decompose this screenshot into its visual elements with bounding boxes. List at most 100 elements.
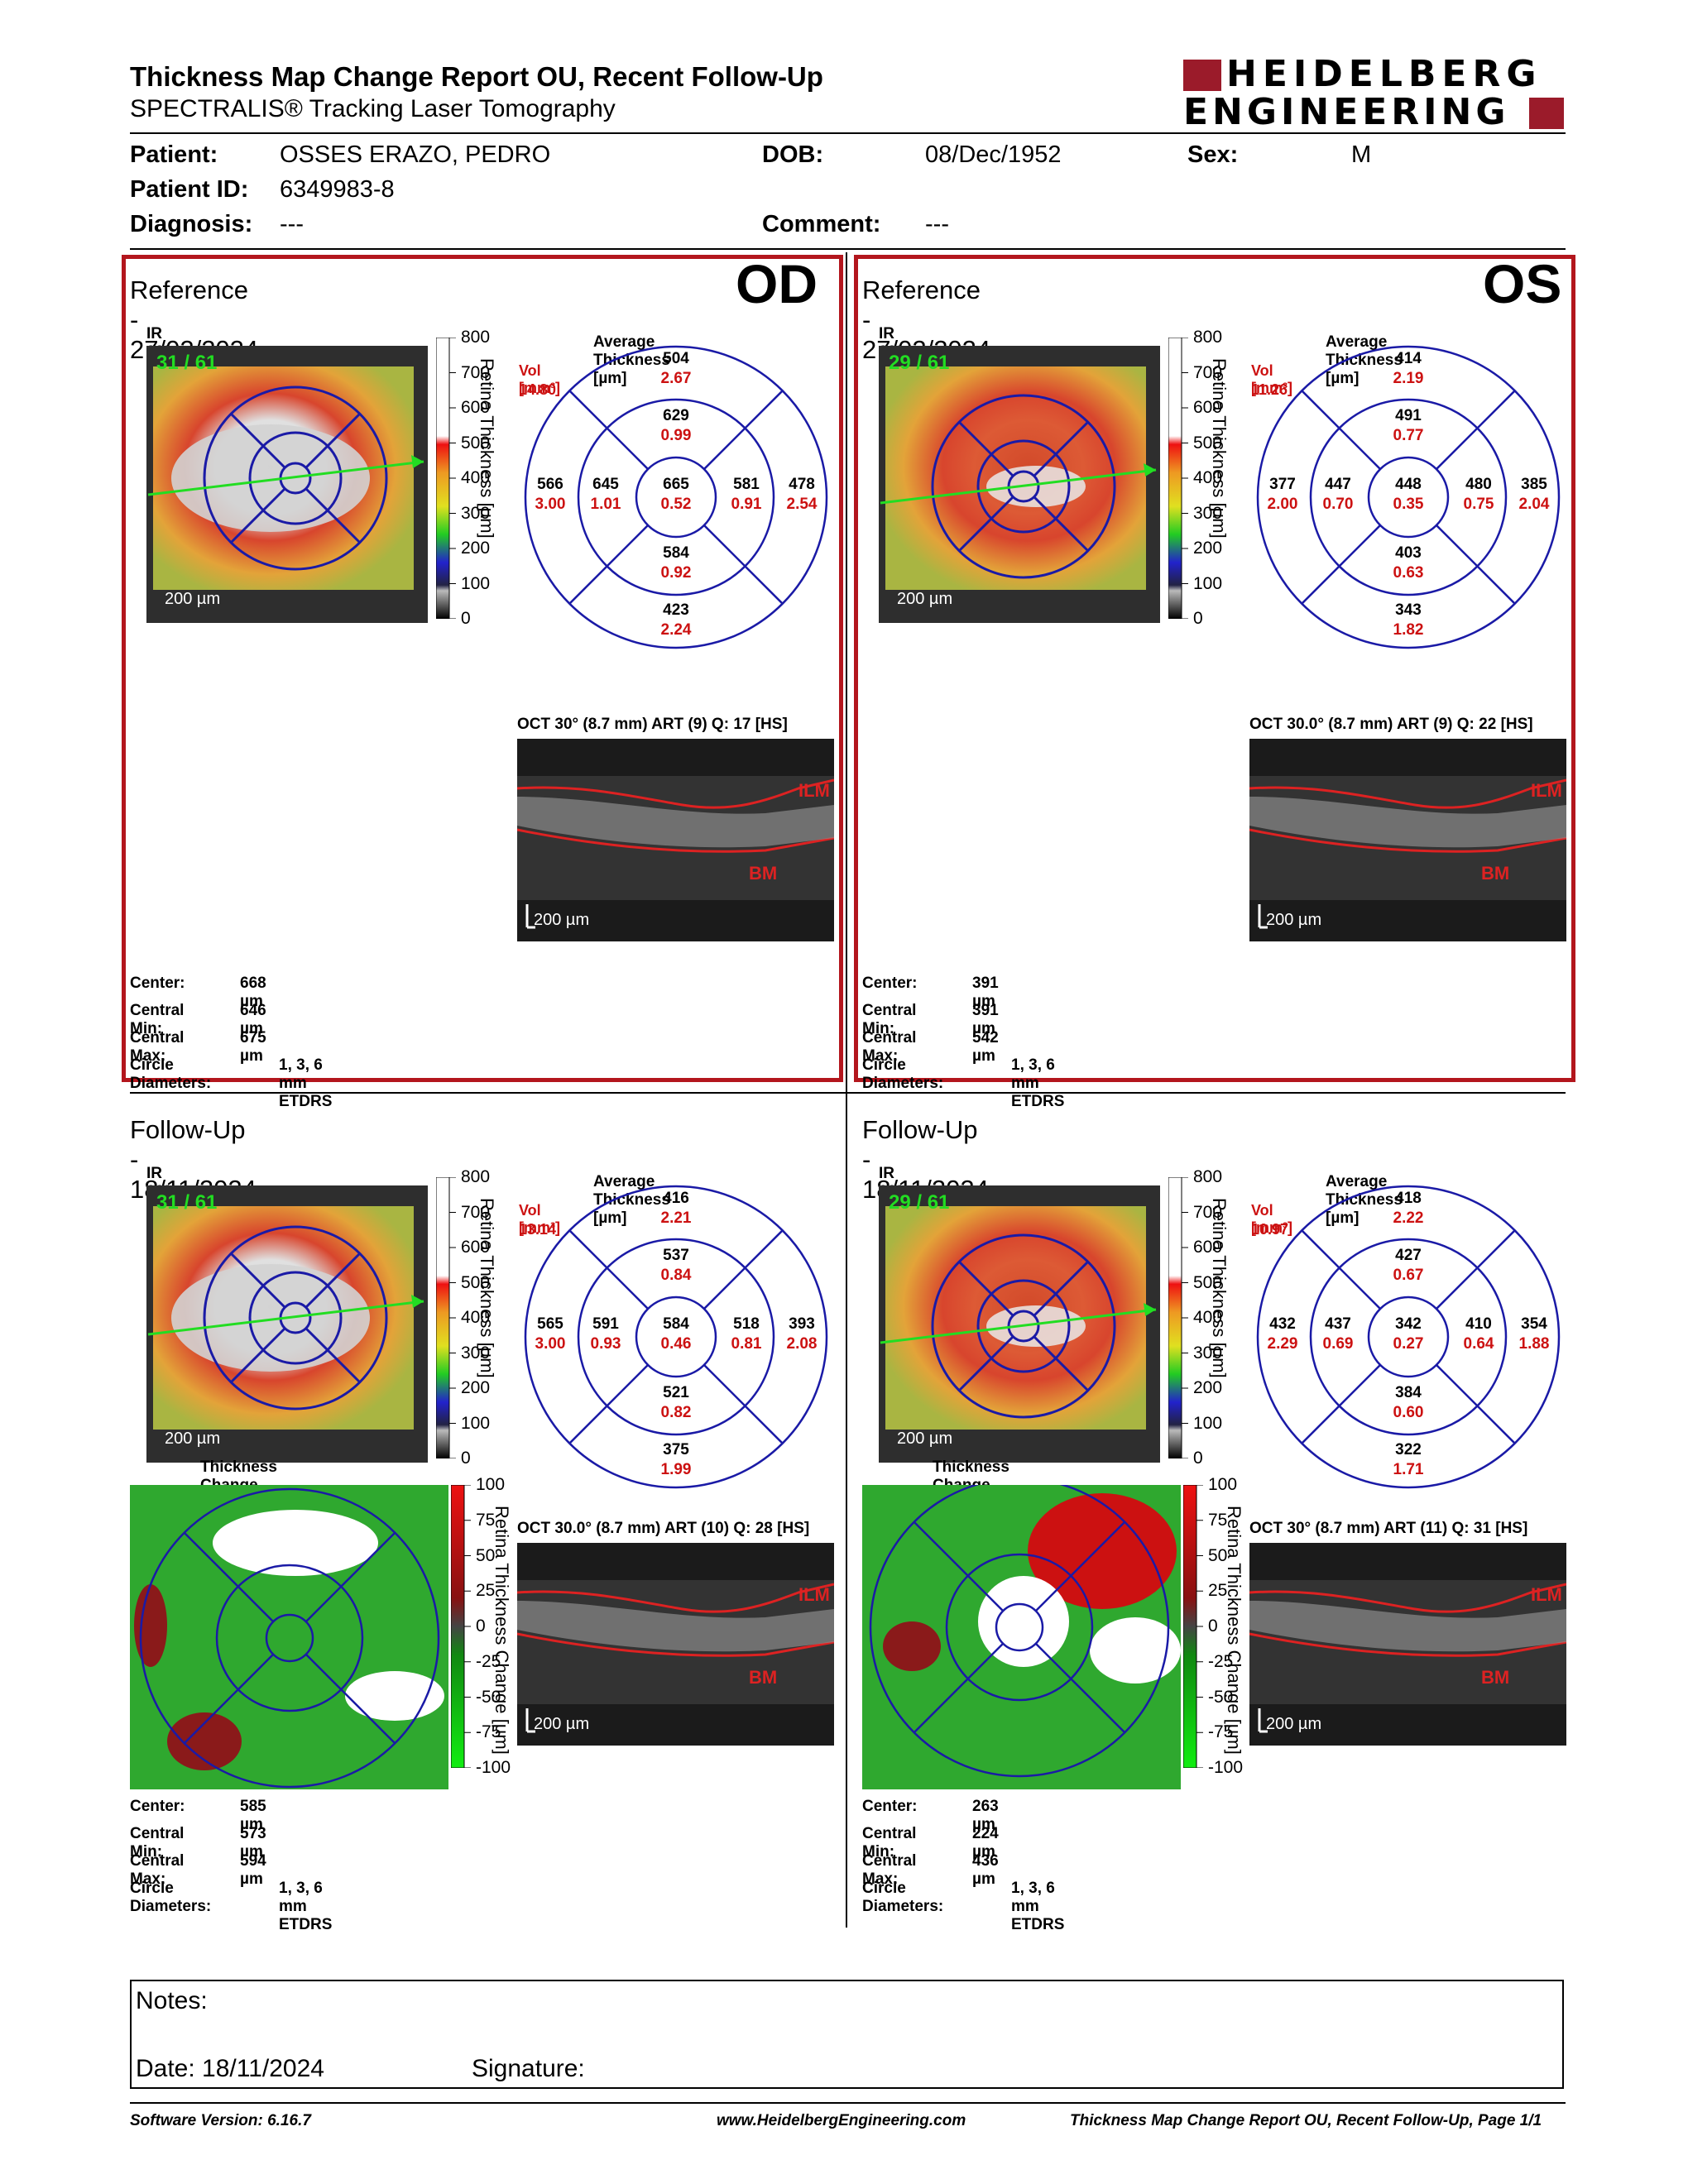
patient-label: Patient: (130, 141, 218, 168)
scale-bar-label: 200 µm (534, 911, 589, 929)
bm-label: BM (1481, 1667, 1509, 1688)
notes-box[interactable] (130, 1980, 1564, 2089)
etdrs-sector-line (229, 1252, 286, 1309)
website-link[interactable]: www.HeidelbergEngineering.com (717, 2112, 966, 2129)
scale-tick-label: 800 (1193, 1167, 1223, 1186)
etdrs-volume-in-inf: 0.63 (1393, 564, 1424, 582)
stat-value-max: 675 µm (240, 1029, 266, 1065)
etdrs-thickness-in-nas: 447 (1325, 476, 1351, 493)
etdrs-sector-line (305, 1531, 396, 1623)
etdrs-thickness-in-inf: 384 (1395, 1384, 1422, 1401)
etdrs-sector-line (305, 487, 362, 544)
scale-tick-label: 400 (461, 468, 491, 487)
etdrs-volume-in-temp: 0.93 (590, 1335, 621, 1353)
volume-label: Vol [mm³] (519, 1202, 560, 1236)
etdrs-middle-ring (945, 1553, 1094, 1702)
etdrs-volume-out-nas: 2.29 (1267, 1335, 1298, 1353)
scale-tick-label: 700 (461, 1202, 491, 1222)
section-divider (130, 1092, 1566, 1094)
etdrs-sector-line (1436, 524, 1516, 605)
thickness-axis-label: Retina Thickness [µm] (1209, 358, 1230, 539)
scale-bar-label: 200 µm (1266, 1715, 1321, 1733)
logo-word-2: ENGINEERING (1183, 91, 1510, 133)
etdrs-volume-in-nas: 0.91 (731, 496, 762, 513)
scale-tick-label: 0 (1193, 1449, 1203, 1468)
etdrs-outer-ring (203, 1225, 388, 1410)
etdrs-sector-line (957, 420, 1014, 477)
bm-line (1249, 828, 1566, 853)
etdrs-thickness-center: 448 (1395, 476, 1422, 493)
scale-bar-label: 200 µm (534, 1715, 589, 1733)
etdrs-thickness-out-temp: 354 (1521, 1315, 1547, 1333)
scale-tick-label: 0 (476, 1616, 486, 1636)
scan-line (880, 1308, 1157, 1344)
ilm-label: ILM (798, 1584, 830, 1605)
etdrs-thickness-in-nas: 518 (733, 1315, 760, 1333)
scale-tick-label: 400 (1193, 468, 1223, 487)
stat-label-min: Central Min: (130, 1002, 185, 1037)
ilm-line (517, 778, 834, 809)
etdrs-thickness-out-sup: 418 (1395, 1190, 1422, 1207)
etdrs-volume-out-sup: 2.67 (660, 370, 692, 387)
etdrs-volume-in-sup: 0.84 (660, 1267, 692, 1284)
scan-arrow-icon (411, 455, 424, 468)
retina-layers (1249, 1601, 1566, 1652)
scale-tick-label: 800 (461, 1167, 491, 1186)
etdrs-volume-out-sup: 2.22 (1393, 1209, 1424, 1227)
scale-tick-label: 0 (461, 609, 471, 628)
stat-label-min: Central Min: (862, 1002, 917, 1037)
etdrs-sector-line (703, 390, 784, 470)
etdrs-volume-center: 0.46 (660, 1335, 692, 1353)
scan-arrow-icon (1144, 463, 1156, 477)
oct-scan-label: OCT 30° (8.7 mm) ART (9) Q: 17 [HS] (517, 716, 788, 733)
stat-value-min: 224 µm (972, 1825, 999, 1861)
bm-line (517, 1632, 834, 1657)
stat-value-min: 646 µm (240, 1002, 266, 1037)
scan-line (880, 468, 1157, 505)
patient-rule (130, 248, 1566, 250)
thickness-color-scale (1168, 1177, 1188, 1458)
change-axis-label: Retina Thickness Change [µm] (1224, 1506, 1244, 1755)
eye-label: OD (736, 253, 818, 314)
etdrs-volume-in-nas: 0.69 (1322, 1335, 1354, 1353)
etdrs-volume-out-inf: 1.99 (660, 1461, 692, 1478)
etdrs-sector-line (305, 1327, 362, 1384)
scale-bar-label: 200 µm (897, 590, 952, 608)
stat-value-max: 594 µm (240, 1852, 266, 1888)
scale-tick-label: 0 (461, 1449, 471, 1468)
oct-scan-label: OCT 30.0° (8.7 mm) ART (9) Q: 22 [HS] (1249, 716, 1533, 733)
scale-tick-label: 100 (461, 1413, 491, 1433)
ilm-label: ILM (798, 780, 830, 801)
etdrs-thickness-center: 665 (663, 476, 689, 493)
scale-tick-label: 300 (1193, 1343, 1223, 1363)
etdrs-thickness-out-inf: 423 (663, 601, 689, 619)
etdrs-sector-line (913, 1642, 1005, 1734)
volume-value: 14.80 (519, 381, 557, 398)
scale-tick-label: 400 (461, 1308, 491, 1327)
etdrs-middle-ring (577, 1238, 775, 1436)
etdrs-inner-ring (635, 1296, 717, 1378)
etdrs-thickness-in-temp: 591 (592, 1315, 619, 1333)
scale-tick-label: 300 (1193, 503, 1223, 523)
ilm-label: ILM (1531, 1584, 1562, 1605)
change-region (134, 1584, 167, 1667)
thickness-color-scale (1168, 338, 1188, 619)
etdrs-thickness-out-inf: 343 (1395, 601, 1422, 619)
scale-tick-label: 700 (1193, 362, 1223, 382)
scan-arrow-icon (1144, 1303, 1156, 1316)
scale-tick-label: 300 (461, 1343, 491, 1363)
etdrs-volume-in-sup: 0.99 (660, 427, 692, 444)
stat-label-center: Center: (862, 1798, 918, 1815)
etdrs-sector-line (1301, 1364, 1381, 1444)
thickness-axis-label: Retina Thickness [µm] (477, 358, 497, 539)
etdrs-volume-in-nas: 0.70 (1322, 496, 1354, 513)
etdrs-middle-ring (1309, 398, 1508, 596)
etdrs-thickness-in-temp: 645 (592, 476, 619, 493)
thickness-change-map (130, 1485, 448, 1789)
scale-bar-label: 200 µm (165, 1430, 220, 1448)
etdrs-sector-line (183, 1653, 275, 1745)
etdrs-volume-center: 0.27 (1393, 1335, 1424, 1353)
etdrs-volume-out-inf: 2.24 (660, 621, 692, 639)
thickness-change-map (862, 1485, 1181, 1789)
notes-label: Notes: (136, 1987, 208, 2014)
